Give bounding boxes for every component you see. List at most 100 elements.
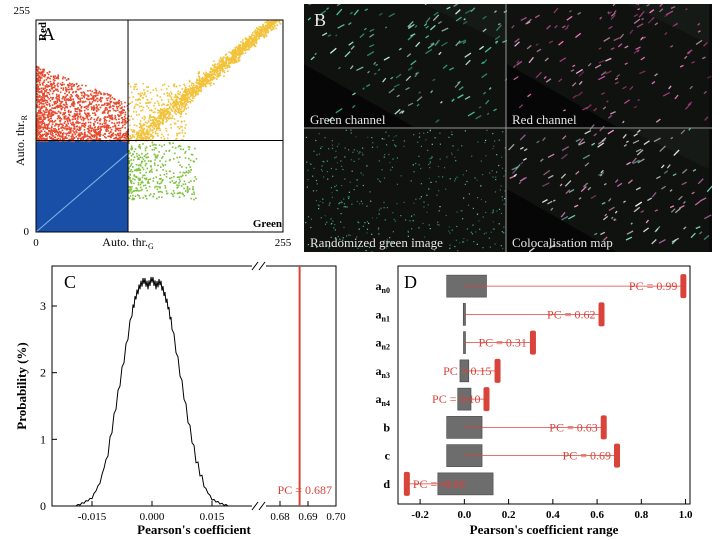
scatter-point — [193, 198, 195, 201]
scatter-point — [185, 190, 187, 192]
scatter-point — [178, 101, 181, 103]
pc-label: PC = -0.26 — [413, 477, 465, 491]
image-speck — [330, 223, 332, 225]
scatter-point — [170, 96, 173, 99]
image-fiber — [584, 130, 591, 135]
scatter-point — [185, 104, 188, 106]
scatter-point — [138, 130, 141, 132]
scatter-point — [47, 81, 50, 83]
scatter-point — [54, 79, 56, 82]
scatter-point — [178, 178, 181, 181]
scatter-point — [210, 82, 213, 84]
scatter-point — [57, 76, 59, 78]
image-speck — [466, 180, 468, 183]
image-fiber — [570, 69, 575, 72]
image-speck — [395, 145, 397, 147]
image-speck — [310, 218, 312, 220]
scatter-point — [37, 123, 40, 126]
image-speck — [473, 241, 475, 243]
scatter-point — [104, 118, 107, 121]
scatter-point — [214, 69, 217, 72]
scatter-point — [43, 103, 45, 105]
scatter-point — [244, 49, 246, 52]
scatter-point — [40, 71, 43, 73]
image-fiber — [600, 231, 606, 236]
scatter-point — [163, 111, 165, 113]
scatter-point — [38, 132, 40, 134]
image-fiber — [561, 153, 568, 160]
image-speck — [321, 165, 323, 167]
scatter-point — [135, 176, 138, 178]
scatter-point — [203, 80, 206, 82]
scatter-point — [157, 164, 159, 167]
scatter-point — [43, 92, 45, 95]
scatter-point — [60, 105, 63, 107]
image-speck — [454, 180, 456, 182]
scatter-point — [188, 163, 190, 166]
scatter-point — [229, 58, 232, 61]
scatter-point — [160, 121, 163, 124]
scatter-point — [124, 127, 126, 129]
scatter-point — [183, 91, 185, 93]
pc-label: PC = 0.69 — [563, 449, 611, 463]
scatter-point — [218, 75, 220, 78]
scatter-point — [169, 95, 171, 97]
scatter-point — [193, 84, 195, 87]
scatter-point — [60, 140, 62, 142]
scatter-point — [98, 137, 101, 140]
image-speck — [429, 162, 431, 165]
image-speck — [324, 137, 326, 139]
scatter-point — [264, 29, 267, 32]
scatter-point — [238, 57, 240, 59]
scatter-point — [110, 134, 112, 137]
scatter-point — [62, 127, 65, 129]
scatter-point — [204, 77, 206, 80]
scatter-point — [37, 73, 39, 76]
scatter-point — [116, 128, 119, 131]
scatter-point — [140, 134, 143, 137]
image-fiber — [516, 60, 520, 64]
image-speck — [427, 149, 429, 151]
scatter-point — [250, 44, 252, 46]
scatter-point — [157, 102, 160, 105]
scatter-point — [38, 100, 41, 102]
image-speck — [362, 174, 364, 176]
image-speck — [378, 213, 380, 215]
scatter-point — [65, 128, 68, 131]
image-fiber — [516, 60, 523, 66]
scatter-point — [171, 110, 173, 112]
image-fiber — [614, 179, 619, 183]
scatter-point — [251, 41, 253, 43]
scatter-point — [122, 118, 124, 121]
scatter-point — [146, 105, 148, 107]
scatter-point — [234, 52, 236, 54]
scatter-point — [150, 166, 152, 168]
scatter-point — [66, 103, 68, 106]
image-speck — [411, 228, 413, 230]
scatter-point — [181, 106, 183, 109]
scatter-point — [186, 187, 189, 189]
scatter-point — [74, 118, 76, 120]
scatter-point — [42, 137, 45, 140]
scatter-point — [67, 98, 70, 101]
scatter-point — [138, 131, 140, 134]
image-fiber — [607, 11, 613, 15]
scatter-point — [46, 108, 49, 111]
scatter-point — [40, 118, 42, 120]
image-speck — [355, 136, 357, 138]
scatter-point — [64, 112, 66, 115]
image-fiber — [566, 24, 570, 28]
scatter-point — [238, 60, 240, 63]
scatter-point — [50, 117, 52, 119]
image-fiber — [559, 183, 563, 187]
scatter-point — [99, 118, 102, 121]
scatter-point — [84, 106, 86, 108]
scatter-point — [84, 94, 86, 96]
scatter-point — [176, 102, 178, 105]
image-speck — [494, 140, 496, 142]
scatter-point — [131, 198, 134, 201]
scatter-point — [48, 88, 51, 91]
image-fiber — [526, 44, 532, 50]
scatter-point — [36, 118, 38, 120]
image-fiber — [694, 200, 701, 206]
